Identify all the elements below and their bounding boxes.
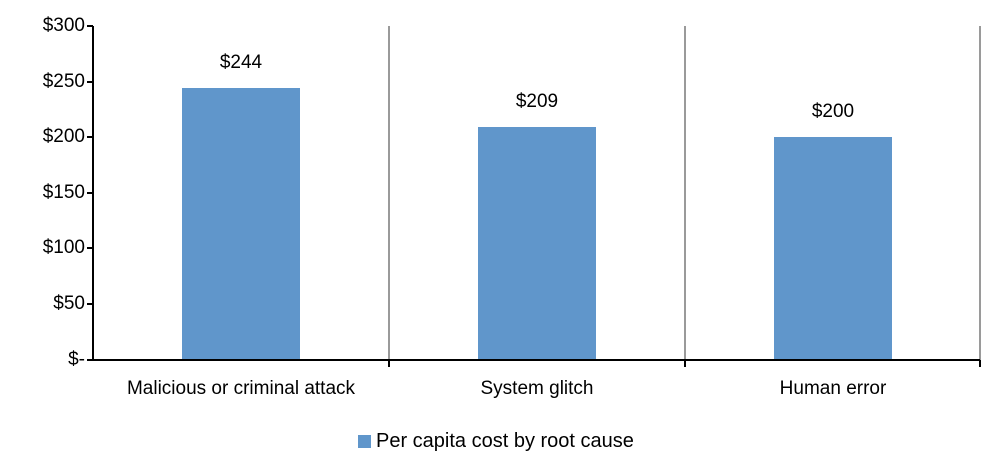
data-label-malicious: $244 <box>219 52 263 73</box>
ytick-label-100: $100 <box>42 237 85 258</box>
ytick-label-300: $300 <box>42 15 85 36</box>
ytick-label-0: $- <box>68 349 85 370</box>
xtick <box>388 360 390 367</box>
xtick <box>684 360 686 367</box>
ytick-label-200: $200 <box>42 126 85 147</box>
bar-malicious-or-criminal-attack <box>182 88 300 360</box>
category-separator <box>388 26 390 360</box>
ytick <box>87 247 93 249</box>
legend-swatch-icon <box>358 435 371 448</box>
ytick-label-50: $50 <box>53 293 85 314</box>
category-separator <box>979 26 981 360</box>
ytick <box>87 25 93 27</box>
y-axis <box>92 26 94 361</box>
category-label-system-glitch: System glitch <box>480 378 594 399</box>
legend-label: Per capita cost by root cause <box>376 430 634 452</box>
xtick <box>979 360 981 367</box>
x-axis <box>87 359 980 361</box>
ytick-label-250: $250 <box>42 71 85 92</box>
ytick <box>87 192 93 194</box>
ytick <box>87 81 93 83</box>
category-label-human-error: Human error <box>779 378 887 399</box>
legend: Per capita cost by root cause <box>358 430 634 453</box>
ytick-label-150: $150 <box>42 182 85 203</box>
ytick <box>87 303 93 305</box>
data-label-system-glitch: $209 <box>515 91 559 112</box>
bar-system-glitch <box>478 127 596 360</box>
bar-human-error <box>774 137 892 360</box>
data-label-human-error: $200 <box>811 101 855 122</box>
category-label-malicious: Malicious or criminal attack <box>126 378 356 399</box>
category-separator <box>684 26 686 360</box>
ytick <box>87 136 93 138</box>
